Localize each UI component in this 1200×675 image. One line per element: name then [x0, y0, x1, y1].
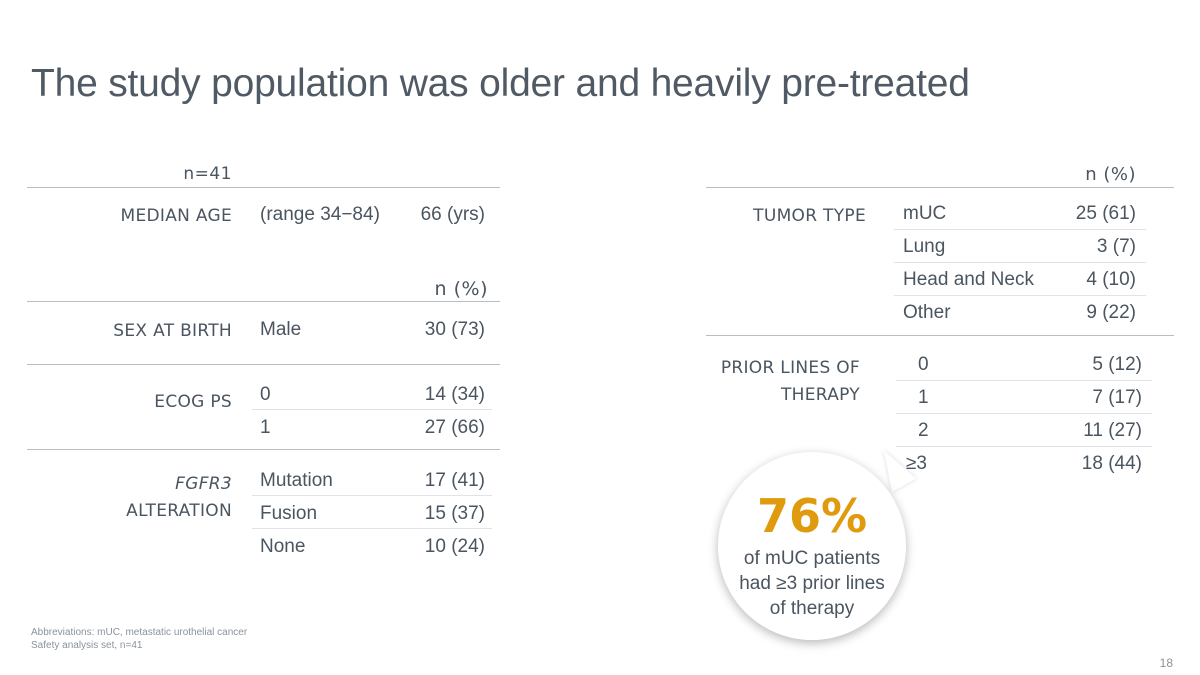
n-pct-header-right: n (%)	[1085, 164, 1136, 185]
callout-line-3: of therapy	[769, 598, 855, 619]
tumor-muc-value: 25 (61)	[1075, 203, 1136, 224]
n-total-header: n=41	[183, 164, 232, 184]
divider	[27, 364, 500, 365]
prior-1-value: 7 (17)	[1092, 387, 1142, 408]
fgfr3-none-value: 10 (24)	[424, 536, 485, 557]
row-divider	[894, 295, 1146, 296]
tumor-muc-name: mUC	[903, 203, 947, 224]
divider	[27, 187, 500, 188]
row-divider	[252, 495, 492, 496]
prior-2-name: 2	[918, 420, 929, 441]
fgfr3-none-name: None	[260, 536, 306, 557]
callout-content: 76% of mUC patients had ≥3 prior lines o…	[718, 452, 906, 640]
alteration-label: ALTERATION	[126, 501, 232, 521]
row-divider	[252, 409, 492, 410]
row-divider	[252, 528, 492, 529]
sex-label: SEX AT BIRTH	[113, 321, 232, 341]
divider	[706, 187, 1174, 188]
footnote-analysis-set: Safety analysis set, n=41	[31, 640, 143, 651]
median-age-value: 66 (yrs)	[420, 204, 485, 225]
tumor-other-name: Other	[903, 302, 951, 323]
divider	[706, 335, 1174, 336]
ecog-1-value: 27 (66)	[424, 417, 485, 438]
prior-lines-label-1: PRIOR LINES OF	[720, 358, 860, 378]
median-age-label: MEDIAN AGE	[120, 206, 232, 226]
tumor-headneck-value: 4 (10)	[1086, 269, 1136, 290]
ecog-1-name: 1	[260, 417, 271, 438]
divider	[27, 449, 500, 450]
sex-male-value: 30 (73)	[424, 319, 485, 340]
prior-1-name: 1	[918, 387, 929, 408]
tumor-headneck-name: Head and Neck	[903, 269, 1034, 290]
prior-lines-label-2: THERAPY	[780, 385, 860, 405]
footnotes: Abbreviations: mUC, metastatic urothelia…	[31, 626, 247, 652]
prior-2-value: 11 (27)	[1083, 420, 1142, 441]
median-age-range: (range 34−84)	[260, 204, 380, 225]
divider	[27, 301, 500, 302]
callout-line-2: had ≥3 prior lines	[739, 573, 885, 594]
ecog-0-value: 14 (34)	[424, 384, 485, 405]
prior-0-value: 5 (12)	[1092, 354, 1142, 375]
fgfr3-mutation-value: 17 (41)	[424, 470, 485, 491]
callout-bubble	[718, 452, 906, 640]
row-divider	[896, 446, 1152, 447]
page-number: 18	[1159, 656, 1173, 670]
prior-3plus-name: ≥3	[906, 453, 927, 474]
sex-male-name: Male	[260, 319, 302, 340]
page-title: The study population was older and heavi…	[31, 62, 970, 105]
n-pct-header-left: n (%)	[434, 278, 488, 300]
prior-0-name: 0	[918, 354, 929, 375]
tumor-lung-value: 3 (7)	[1096, 236, 1136, 257]
row-divider	[896, 413, 1152, 414]
tumor-type-label: TUMOR TYPE	[753, 206, 866, 226]
fgfr3-fusion-value: 15 (37)	[424, 503, 485, 524]
fgfr3-fusion-name: Fusion	[260, 503, 318, 524]
row-divider	[894, 229, 1146, 230]
fgfr3-label-italic: FGFR3	[175, 474, 232, 494]
tumor-other-value: 9 (22)	[1086, 302, 1136, 323]
ecog-0-name: 0	[260, 384, 271, 405]
prior-3plus-value: 18 (44)	[1081, 453, 1142, 474]
callout-percent: 76%	[756, 489, 868, 543]
row-divider	[896, 380, 1152, 381]
ecog-label: ECOG PS	[154, 392, 232, 412]
fgfr3-mutation-name: Mutation	[260, 470, 333, 491]
row-divider	[894, 262, 1146, 263]
footnote-abbreviations: Abbreviations: mUC, metastatic urothelia…	[31, 627, 248, 638]
tumor-lung-name: Lung	[903, 236, 946, 257]
callout-line-1: of mUC patients	[743, 548, 881, 569]
